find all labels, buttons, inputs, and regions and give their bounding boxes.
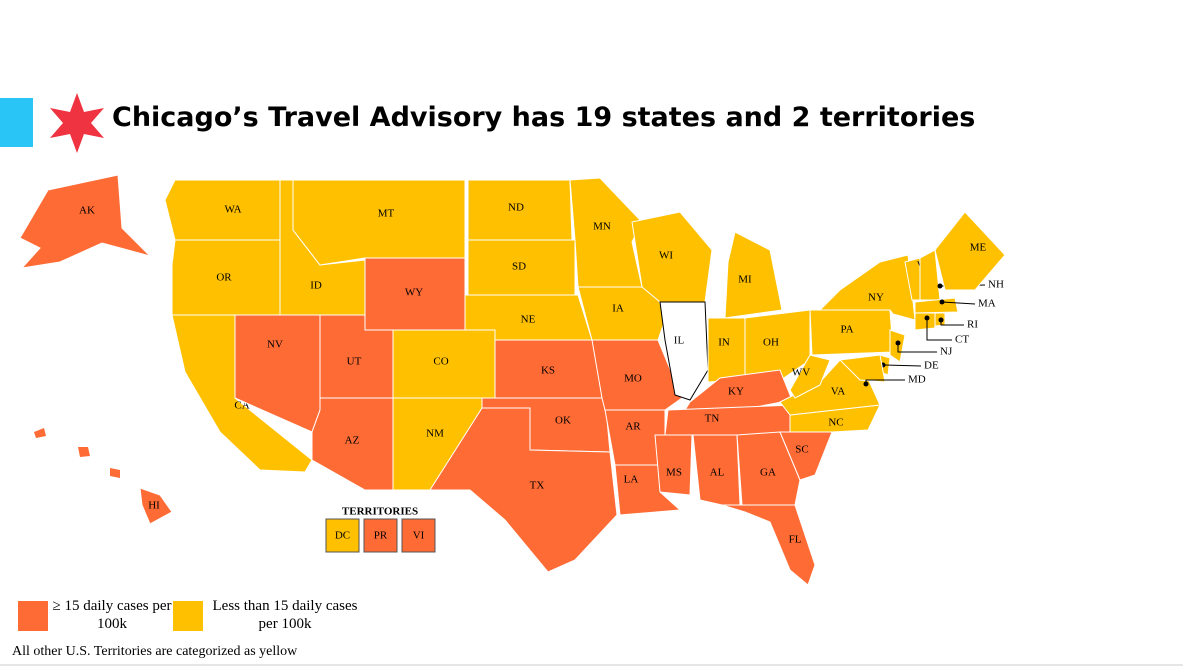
state-shape (914, 297, 959, 314)
state-shape (664, 404, 796, 436)
state-outline (659, 301, 709, 401)
territories-title: TERRITORIES (342, 506, 418, 518)
state-label: KY (728, 386, 744, 398)
state-shape (614, 464, 682, 516)
state-label: SC (795, 444, 808, 456)
state-shape (660, 302, 708, 400)
state-shape (721, 504, 816, 586)
island (110, 468, 120, 478)
state-label: CO (433, 356, 448, 368)
state-shape (654, 434, 693, 496)
state-label: PA (840, 324, 853, 336)
state-label: IN (718, 337, 730, 349)
territory-label: PR (374, 530, 388, 542)
state-label: WV (792, 367, 810, 379)
state-shape (818, 254, 916, 321)
state-label: HI (148, 500, 160, 512)
state-shape (724, 231, 783, 319)
state-label: MD (908, 374, 926, 386)
legend-label: Less than 15 daily cases per 100k (212, 598, 358, 632)
state-shape (789, 404, 881, 433)
callout-line (882, 364, 922, 367)
state-label: ND (508, 202, 524, 214)
state-label: SD (512, 261, 526, 273)
state-shape (139, 487, 173, 525)
title: Chicago’s Travel Advisory has 19 states … (112, 102, 976, 133)
state-label: FL (789, 534, 802, 546)
territory-box (401, 518, 436, 553)
state-shape (736, 431, 801, 506)
state-label: WY (405, 287, 423, 299)
state-label: OK (555, 415, 571, 427)
state-label: MN (593, 221, 611, 233)
territory-label: VI (413, 530, 425, 542)
state-label: TX (530, 480, 545, 492)
callout-line (926, 318, 952, 341)
state-label: AZ (345, 435, 360, 447)
state-label: NC (828, 417, 843, 429)
state-label: NM (426, 428, 444, 440)
state-shape (429, 407, 618, 573)
state-label: NV (267, 339, 283, 351)
accent-bar (0, 98, 33, 147)
state-label: DE (924, 360, 939, 372)
state-label: ME (970, 242, 987, 254)
state-label: TN (705, 413, 720, 425)
footnote: All other U.S. Territories are categoriz… (12, 644, 298, 659)
territory-box (325, 518, 360, 553)
callout-line (941, 301, 976, 305)
state-shape (569, 177, 643, 288)
state-label: WA (224, 204, 241, 216)
state-shape (934, 211, 1006, 291)
state-label: WI (659, 250, 673, 262)
callout-line (940, 320, 964, 326)
state-label: MI (738, 274, 752, 286)
star (50, 93, 104, 153)
state-shape (164, 179, 281, 241)
state-label: MA (978, 298, 996, 310)
island (78, 447, 90, 457)
callout-line (897, 343, 937, 353)
state-shape (19, 174, 152, 269)
callout-line (865, 379, 905, 384)
state-label: IL (674, 335, 685, 347)
state-shape (707, 317, 746, 383)
state-label: AR (625, 421, 641, 433)
state-label: NJ (940, 346, 953, 358)
state-label: OH (763, 337, 779, 349)
state-label: NH (988, 279, 1004, 291)
state-label: KS (541, 365, 555, 377)
state-label: AK (79, 205, 95, 217)
state-label: NE (521, 314, 536, 326)
state-label: LA (624, 474, 639, 486)
state-label: UT (347, 356, 362, 368)
state-shape (744, 309, 811, 383)
state-label: CT (955, 334, 969, 346)
state-label: OR (216, 272, 232, 284)
territory-label: DC (335, 530, 350, 542)
state-shape (292, 179, 466, 266)
island (34, 428, 46, 438)
state-label: NY (868, 292, 884, 304)
state-label: MT (378, 208, 395, 220)
state-label: ID (310, 280, 322, 292)
state-shape (838, 354, 886, 383)
legend-swatch (173, 601, 203, 631)
state-label: IA (612, 303, 624, 315)
state-label: MO (624, 373, 642, 385)
legend-swatch (18, 601, 48, 631)
state-label: RI (967, 319, 978, 331)
state-label: AL (710, 467, 725, 479)
state-label: VA (831, 386, 846, 398)
legend-label: ≥ 15 daily cases per 100k (52, 598, 172, 632)
state-label: MS (666, 467, 682, 479)
state-shape (914, 312, 936, 331)
state-shape (789, 354, 831, 399)
territory-box (363, 518, 398, 553)
state-label: GA (760, 467, 776, 479)
